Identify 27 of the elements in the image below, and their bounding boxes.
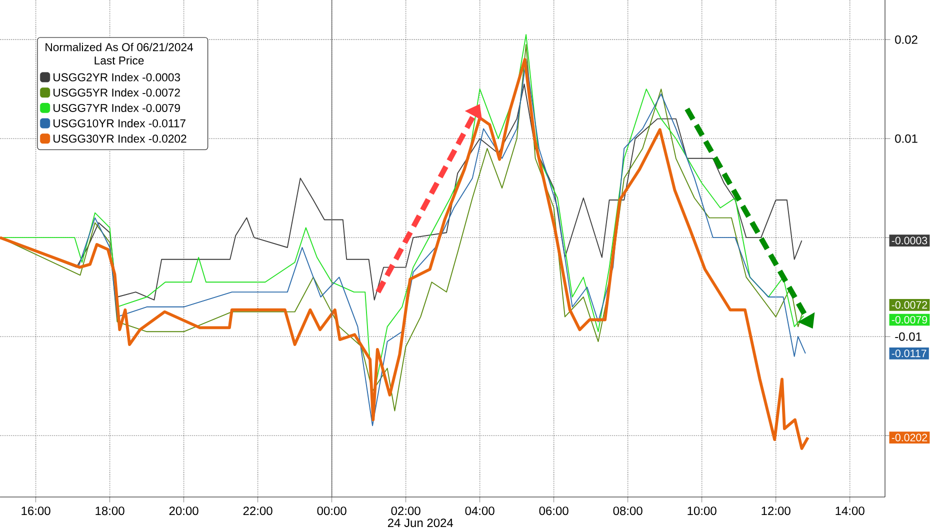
x-tick-label: 20:00 [169,506,198,516]
x-tick-label: 18:00 [96,506,124,516]
x-axis-title: 24 Jun 2024 [388,518,454,528]
text: -0.0117 [892,350,926,358]
legend-label: USGG30YR Index -0.0202 [54,134,186,143]
x-tick-label: 02:00 [391,506,420,516]
x-tick-label: 22:00 [243,506,272,516]
x-tick-label: 00:00 [317,506,346,516]
legend-label: USGG2YR Index -0.0003 [54,72,180,82]
text: -0.0202 [892,434,928,442]
x-tick-label: 06:00 [539,506,568,516]
y-tick-label: -0.01 [895,332,922,341]
y-tick-label: 0.02 [895,35,918,44]
x-tick-label: 12:00 [762,506,790,516]
x-tick-label: 04:00 [465,506,494,516]
legend-label: USGG7YR Index -0.0079 [54,104,180,112]
legend-label: USGG10YR Index -0.0117 [54,119,186,128]
legend-label: USGG5YR Index -0.0072 [54,88,180,97]
y-tick-label: 0.01 [895,134,918,143]
text: -0.0079 [892,316,928,324]
x-tick-label: 10:00 [688,506,716,516]
text: -0.0003 [892,236,928,244]
text: -0.0072 [892,301,928,309]
x-tick-label: 08:00 [613,506,642,516]
x-tick-label: 14:00 [836,506,864,516]
legend-title: Normalized As Of 06/21/2024 Last Price [46,42,194,65]
x-tick-label: 16:00 [22,506,50,516]
